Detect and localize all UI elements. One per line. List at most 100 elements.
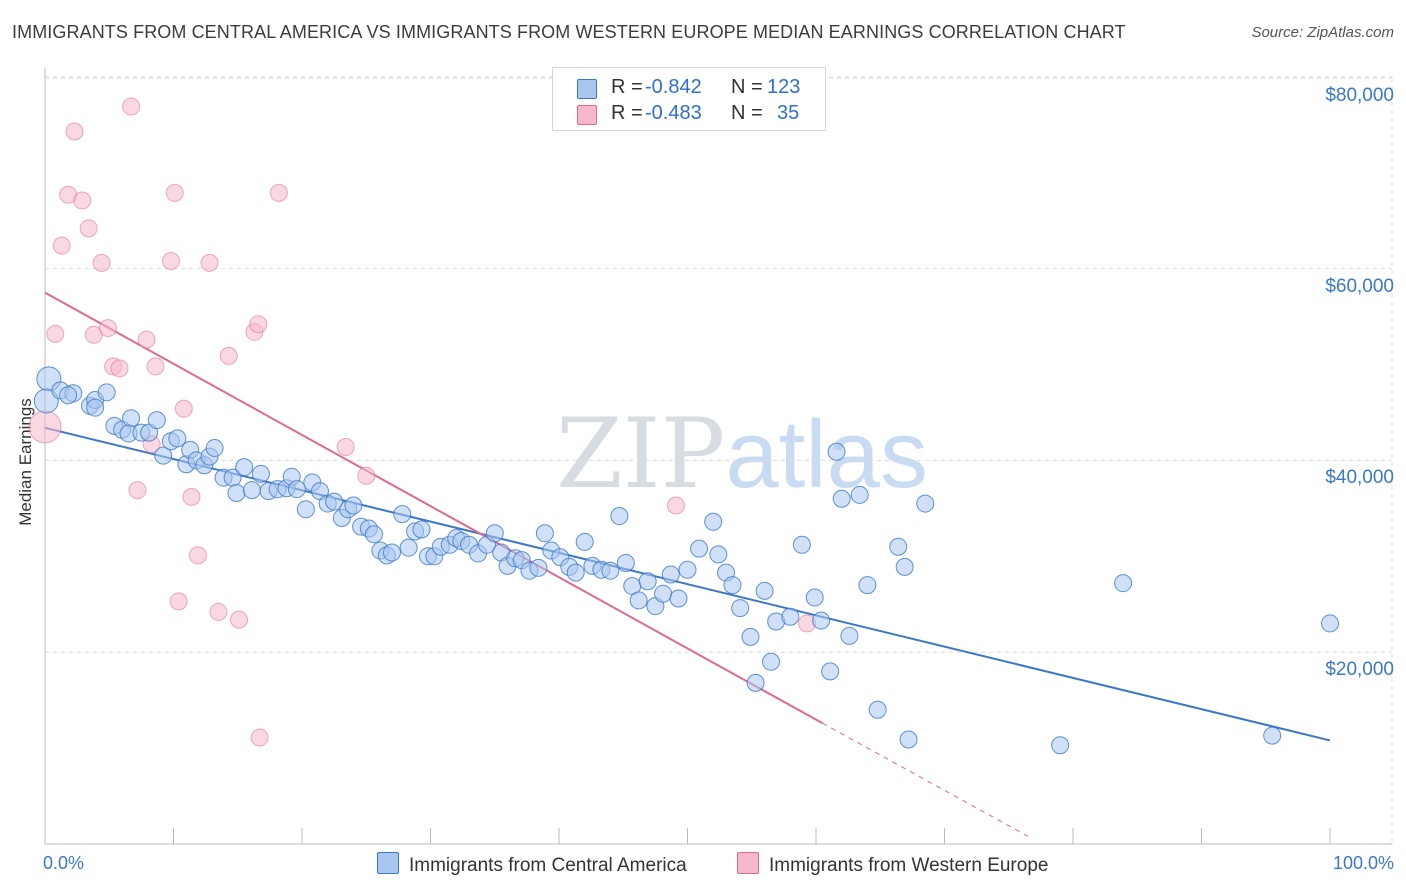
axis-layer: [44, 68, 1392, 845]
point-western-europe: [128, 481, 147, 500]
point-western-europe: [65, 122, 84, 141]
point-central-america: [868, 700, 887, 719]
point-western-europe: [174, 399, 193, 418]
trend-line-western-europe: [44, 291, 823, 725]
watermark-zip: ZIP: [556, 398, 726, 510]
legend-label: Immigrants from Central America: [409, 855, 687, 876]
watermark: ZIPatlas: [556, 398, 928, 510]
point-western-europe: [357, 466, 376, 485]
point-central-america: [895, 557, 914, 576]
y-tick-label-20000: $20,000: [1325, 659, 1394, 680]
point-central-america: [205, 438, 224, 457]
stats-row-western-europe: R = -0.483 N = 35: [553, 102, 825, 126]
r-value: -0.483: [645, 102, 702, 124]
point-western-europe: [137, 330, 156, 349]
point-central-america: [616, 554, 635, 573]
point-central-america: [762, 652, 781, 671]
legend-label: Immigrants from Western Europe: [769, 855, 1049, 876]
legend-item-western-europe[interactable]: Immigrants from Western Europe: [737, 852, 1048, 876]
swatch-pink: [577, 105, 597, 125]
point-central-america: [858, 576, 877, 595]
legend-swatch-blue: [377, 852, 399, 874]
point-central-america: [251, 464, 270, 483]
point-western-europe: [46, 324, 65, 343]
point-central-america: [746, 673, 765, 692]
x-tick-label-min: 0.0%: [43, 853, 85, 873]
legend-item-central-america[interactable]: Immigrants from Central America: [377, 852, 687, 876]
point-western-europe: [122, 97, 141, 116]
point-central-america: [485, 524, 504, 543]
point-central-america: [535, 524, 554, 543]
point-central-america: [325, 492, 344, 511]
point-western-europe: [250, 728, 269, 747]
point-central-america: [59, 386, 78, 405]
point-central-america: [821, 662, 840, 681]
point-central-america: [235, 458, 254, 477]
point-central-america: [364, 525, 383, 544]
point-western-europe: [73, 191, 92, 210]
point-western-europe: [28, 410, 62, 444]
point-central-america: [899, 730, 918, 749]
point-western-europe: [219, 346, 238, 365]
point-central-america: [393, 505, 412, 524]
stats-row-central-america: R = -0.842 N = 123: [553, 76, 825, 100]
point-western-europe: [79, 219, 98, 238]
point-central-america: [723, 576, 742, 595]
y-tick-label-80000: $80,000: [1325, 85, 1394, 106]
point-western-europe: [249, 315, 268, 334]
stats-box: R = -0.842 N = 123 R = -0.483 N = 35: [552, 67, 826, 131]
point-central-america: [832, 489, 851, 508]
chart-source: Source: ZipAtlas.com: [1251, 24, 1394, 41]
point-western-europe: [165, 183, 184, 202]
point-central-america: [731, 599, 750, 618]
point-central-america: [529, 558, 548, 577]
point-central-america: [850, 485, 869, 504]
point-western-europe: [209, 602, 228, 621]
point-central-america: [638, 572, 657, 591]
point-central-america: [382, 543, 401, 562]
point-central-america: [1114, 574, 1133, 593]
point-central-america: [889, 537, 908, 556]
y-tick-label-60000: $60,000: [1325, 276, 1394, 297]
point-central-america: [755, 581, 774, 600]
n-label: N =: [731, 102, 763, 124]
swatch-blue: [577, 79, 597, 99]
point-central-america: [812, 611, 831, 630]
point-central-america: [242, 481, 261, 500]
point-central-america: [840, 626, 859, 645]
point-western-europe: [182, 487, 201, 506]
point-central-america: [792, 535, 811, 554]
point-western-europe: [52, 236, 71, 255]
r-label: R =: [611, 102, 643, 124]
point-central-america: [1321, 614, 1339, 633]
point-central-america: [704, 512, 723, 531]
point-central-america: [86, 398, 105, 417]
point-central-america: [678, 560, 697, 579]
point-central-america: [1051, 736, 1070, 755]
n-value: 123: [767, 76, 801, 98]
legend-swatch-pink: [737, 852, 759, 874]
trend-line-western-europe-extension: [822, 722, 1029, 837]
point-central-america: [661, 565, 680, 584]
point-central-america: [1263, 726, 1282, 745]
point-western-europe: [336, 437, 355, 456]
point-western-europe: [230, 610, 249, 629]
point-western-europe: [269, 183, 288, 202]
point-western-europe: [666, 496, 685, 515]
point-western-europe: [98, 319, 117, 338]
point-central-america: [827, 442, 846, 461]
y-tick-label-40000: $40,000: [1325, 467, 1394, 488]
point-central-america: [709, 545, 728, 564]
point-central-america: [344, 496, 363, 515]
r-value: -0.842: [645, 76, 702, 98]
point-central-america: [610, 507, 629, 526]
watermark-atlas: atlas: [725, 401, 928, 508]
point-central-america: [287, 480, 306, 499]
point-central-america: [33, 388, 59, 414]
point-western-europe: [200, 253, 219, 272]
point-central-america: [601, 561, 620, 580]
point-central-america: [654, 584, 673, 603]
point-central-america: [781, 607, 800, 626]
point-central-america: [805, 588, 824, 607]
